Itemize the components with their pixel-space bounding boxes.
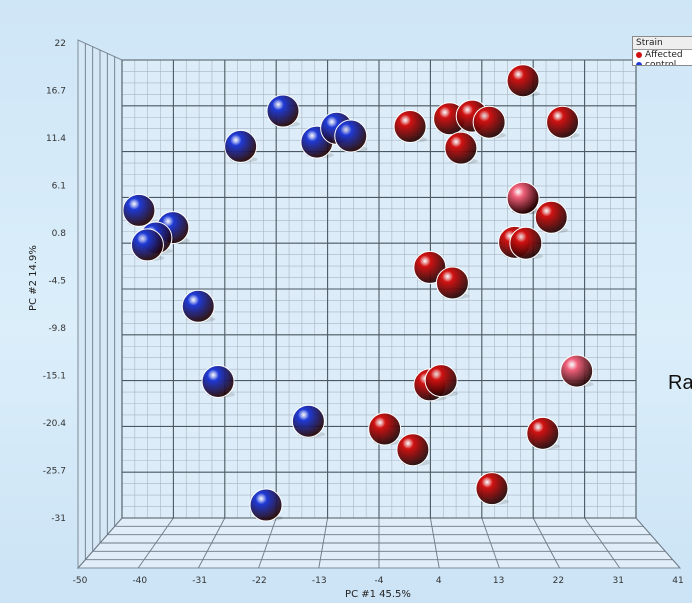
data-point-affected — [396, 433, 430, 467]
data-point-affected — [472, 105, 506, 139]
data-point-affected — [546, 105, 580, 139]
y-tick-label: 11.4 — [46, 134, 66, 144]
data-point-affected — [435, 266, 469, 300]
data-point-control — [224, 129, 258, 163]
tick-labels: -50 -40 -31 -22 -13 -4 4 13 22 31 41 22 16.7 11.4 6.1 0… — [43, 39, 684, 586]
y-axis-title: PC #2 14.9% — [28, 245, 39, 311]
y-tick-label: -4.5 — [48, 277, 66, 287]
data-point-affected — [534, 200, 568, 234]
x-tick-label: -31 — [192, 576, 207, 586]
data-point-affected — [509, 226, 543, 260]
legend-label-affected: Affected — [645, 50, 683, 60]
x-tick-label: -22 — [252, 576, 267, 586]
legend-entry-affected: Affected — [633, 50, 692, 60]
data-point-affected — [424, 364, 458, 398]
x-tick-label: 22 — [553, 576, 564, 586]
y-tick-label: 0.8 — [52, 229, 67, 239]
legend-swatch-affected — [636, 52, 642, 58]
legend-title: Strain — [633, 37, 692, 50]
data-point-highlight — [560, 354, 594, 388]
data-point-control — [266, 94, 300, 128]
data-point-affected — [368, 412, 402, 446]
data-points — [122, 64, 594, 522]
data-point-control — [201, 364, 235, 398]
y-tick-label: -31 — [51, 514, 66, 524]
legend-label-control: control — [645, 60, 677, 66]
data-point-control — [291, 404, 325, 438]
data-point-highlight — [506, 181, 540, 215]
x-tick-label: -50 — [73, 576, 88, 586]
legend-swatch-control — [636, 62, 642, 65]
y-tick-label: 16.7 — [46, 87, 66, 97]
y-tick-label: -15.1 — [43, 372, 66, 382]
x-tick-label: -13 — [312, 576, 327, 586]
legend: Strain Affected control — [632, 36, 692, 66]
x-tick-label: -40 — [132, 576, 147, 586]
y-tick-label: -20.4 — [43, 419, 67, 429]
data-point-affected — [393, 110, 427, 144]
data-point-control — [122, 193, 156, 227]
data-point-control — [249, 488, 283, 522]
data-point-control — [181, 289, 215, 323]
x-tick-label: 4 — [436, 576, 442, 586]
x-tick-label: 41 — [672, 576, 683, 586]
data-point-control — [130, 228, 164, 262]
data-point-control — [334, 119, 368, 153]
x-tick-label: 31 — [612, 576, 623, 586]
side-note-text: Ra — [668, 372, 692, 394]
x-axis-title: PC #1 45.5% — [345, 589, 411, 600]
y-tick-label: 6.1 — [52, 182, 66, 192]
y-tick-label: -9.8 — [48, 324, 66, 334]
data-point-affected — [506, 64, 540, 98]
data-point-affected — [444, 131, 478, 165]
data-point-affected — [526, 416, 560, 450]
data-point-affected — [475, 472, 509, 506]
x-tick-label: -4 — [375, 576, 384, 586]
legend-entry-control: control — [633, 60, 692, 66]
y-tick-label: 22 — [55, 39, 66, 49]
x-tick-label: 13 — [493, 576, 504, 586]
y-tick-label: -25.7 — [43, 467, 66, 477]
